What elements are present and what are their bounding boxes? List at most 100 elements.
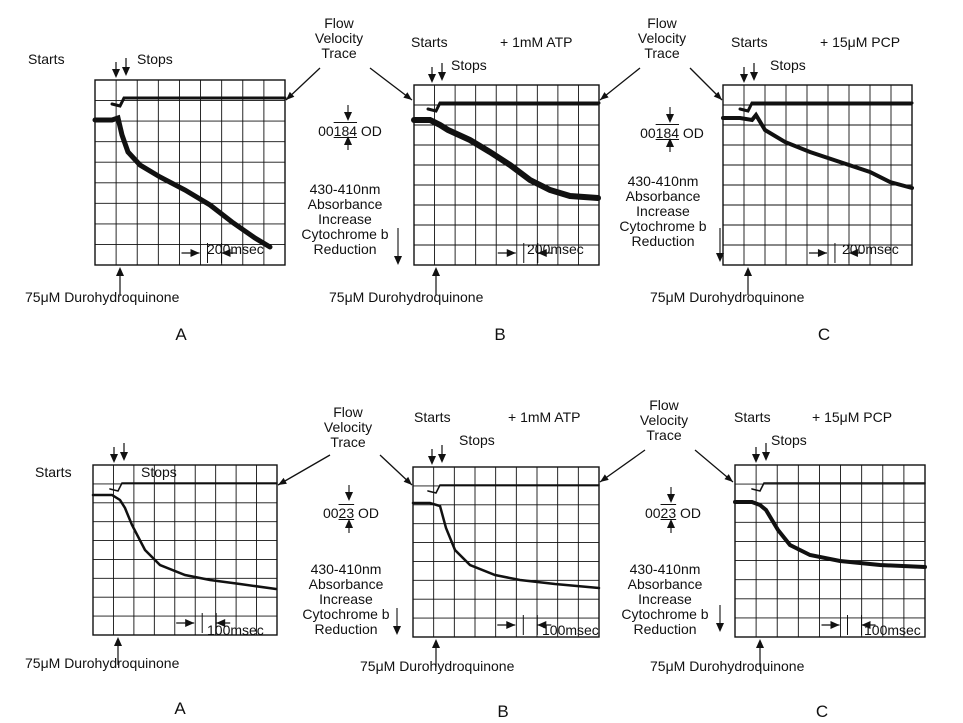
- injection-arrowhead: [114, 637, 122, 646]
- od-scale-arrowhead: [345, 492, 353, 501]
- time-scale-arrowhead: [830, 621, 840, 629]
- time-scale-arrowhead: [506, 249, 516, 257]
- absorbance-note: 430-410nm Absorbance Increase Cytochrome…: [301, 181, 389, 257]
- starts-arrowhead: [428, 74, 436, 83]
- oscilloscope-grid-frame: [722, 84, 913, 266]
- flow-trace-pointer: [599, 67, 641, 101]
- starts-arrowhead: [740, 74, 748, 83]
- flow-velocity-trace: [751, 482, 926, 492]
- flow-velocity-trace-label: Flow Velocity Trace: [639, 397, 689, 443]
- stops-label: Stops: [137, 51, 173, 67]
- arrowhead: [403, 476, 412, 485]
- condition-label: + 15μM PCP: [812, 409, 893, 425]
- condition-label: + 15μM PCP: [820, 34, 901, 50]
- stops-label: Stops: [141, 464, 177, 480]
- condition-label: + 1mM ATP: [500, 34, 573, 50]
- time-scale-arrowhead: [537, 621, 547, 629]
- starts-label: Starts: [731, 34, 768, 50]
- absorbance-trace: [91, 493, 278, 591]
- arrowhead: [600, 474, 609, 482]
- panel-letter: B: [497, 702, 509, 721]
- absorbance-note: 430-410nm Absorbance Increase Cytochrome…: [619, 173, 707, 249]
- reduction-arrowhead: [393, 626, 401, 635]
- durohydroquinone-label: 75μM Durohydroquinone: [360, 658, 515, 674]
- flow-velocity-trace: [427, 484, 600, 494]
- absorbance-trace: [92, 114, 273, 250]
- flow-velocity-trace: [738, 101, 914, 113]
- arrowhead: [403, 92, 412, 100]
- starts-label: Starts: [35, 464, 72, 480]
- flow-velocity-trace-label: Flow Velocity Trace: [314, 15, 364, 61]
- oscilloscope-grid-frame: [412, 466, 600, 638]
- arrowhead: [713, 91, 722, 100]
- injection-arrowhead: [744, 267, 752, 276]
- stops-label: Stops: [451, 57, 487, 73]
- absorbance-note: 430-410nm Absorbance Increase Cytochrome…: [621, 561, 709, 637]
- condition-label: + 1mM ATP: [508, 409, 581, 425]
- od-scale-arrowhead: [344, 136, 352, 145]
- time-scale-arrowhead: [817, 249, 827, 257]
- absorbance-trace: [411, 501, 601, 590]
- time-scale-arrowhead: [861, 621, 871, 629]
- arrowhead: [286, 91, 295, 100]
- time-scale-arrowhead: [848, 249, 858, 257]
- flow-trace-pointer: [599, 449, 646, 483]
- panel-letter: A: [174, 699, 186, 718]
- time-scale-label: 100msec: [864, 622, 921, 638]
- od-scale-label: 00184 OD: [640, 125, 704, 141]
- time-scale-label: 200msec: [527, 241, 584, 257]
- flow-velocity-trace-label: Flow Velocity Trace: [637, 15, 687, 61]
- stops-arrowhead: [762, 452, 770, 461]
- stops-arrowhead: [120, 452, 128, 461]
- oscilloscope-grid-frame: [734, 464, 926, 638]
- starts-arrowhead: [112, 69, 120, 78]
- injection-arrowhead: [756, 639, 764, 648]
- time-scale-label: 200msec: [207, 241, 264, 257]
- stops-arrowhead: [438, 72, 446, 81]
- panel-letter: C: [815, 702, 829, 721]
- od-scale-label: 0023 OD: [644, 505, 702, 521]
- time-scale-label: 200msec: [842, 241, 899, 257]
- panel-letter: A: [175, 325, 187, 344]
- reduction-arrowhead: [716, 253, 724, 262]
- oscilloscope-grid-frame: [413, 84, 600, 266]
- arrowhead: [278, 477, 287, 485]
- injection-arrowhead: [432, 267, 440, 276]
- panel-letter: C: [817, 325, 831, 344]
- time-scale-arrowhead: [190, 249, 200, 257]
- durohydroquinone-label: 75μM Durohydroquinone: [650, 289, 805, 305]
- stops-label: Stops: [771, 432, 807, 448]
- arrowhead: [724, 474, 733, 482]
- od-scale-arrowhead: [666, 138, 674, 147]
- flow-velocity-trace: [426, 101, 601, 113]
- stops-arrowhead: [122, 67, 130, 76]
- durohydroquinone-label: 75μM Durohydroquinone: [25, 289, 180, 305]
- time-scale-arrowhead: [216, 619, 226, 627]
- time-scale-label: 100msec: [542, 622, 599, 638]
- time-scale-label: 100msec: [207, 622, 264, 638]
- time-scale-arrowhead: [537, 249, 547, 257]
- od-scale-arrowhead: [345, 519, 353, 528]
- panel-letter: B: [494, 325, 506, 344]
- od-scale-arrowhead: [667, 519, 675, 528]
- stops-arrowhead: [438, 454, 446, 463]
- durohydroquinone-label: 75μM Durohydroquinone: [25, 655, 180, 671]
- flow-trace-pointer: [277, 454, 331, 486]
- reduction-arrowhead: [394, 256, 402, 265]
- oscilloscope-grid-frame: [94, 79, 286, 266]
- starts-label: Starts: [734, 409, 771, 425]
- od-scale-label: 0023 OD: [322, 505, 380, 521]
- starts-arrowhead: [752, 454, 760, 463]
- oscilloscope-grid-frame: [92, 464, 278, 636]
- starts-arrowhead: [428, 456, 436, 465]
- absorbance-trace: [733, 500, 927, 569]
- flow-trace-pointer: [369, 67, 413, 101]
- flow-velocity-trace-label: Flow Velocity Trace: [323, 404, 373, 450]
- od-scale-label: 00184 OD: [318, 123, 382, 139]
- absorbance-note: 430-410nm Absorbance Increase Cytochrome…: [302, 561, 390, 637]
- arrowhead: [600, 92, 609, 100]
- starts-label: Starts: [414, 409, 451, 425]
- absorbance-trace: [721, 111, 914, 190]
- durohydroquinone-label: 75μM Durohydroquinone: [329, 289, 484, 305]
